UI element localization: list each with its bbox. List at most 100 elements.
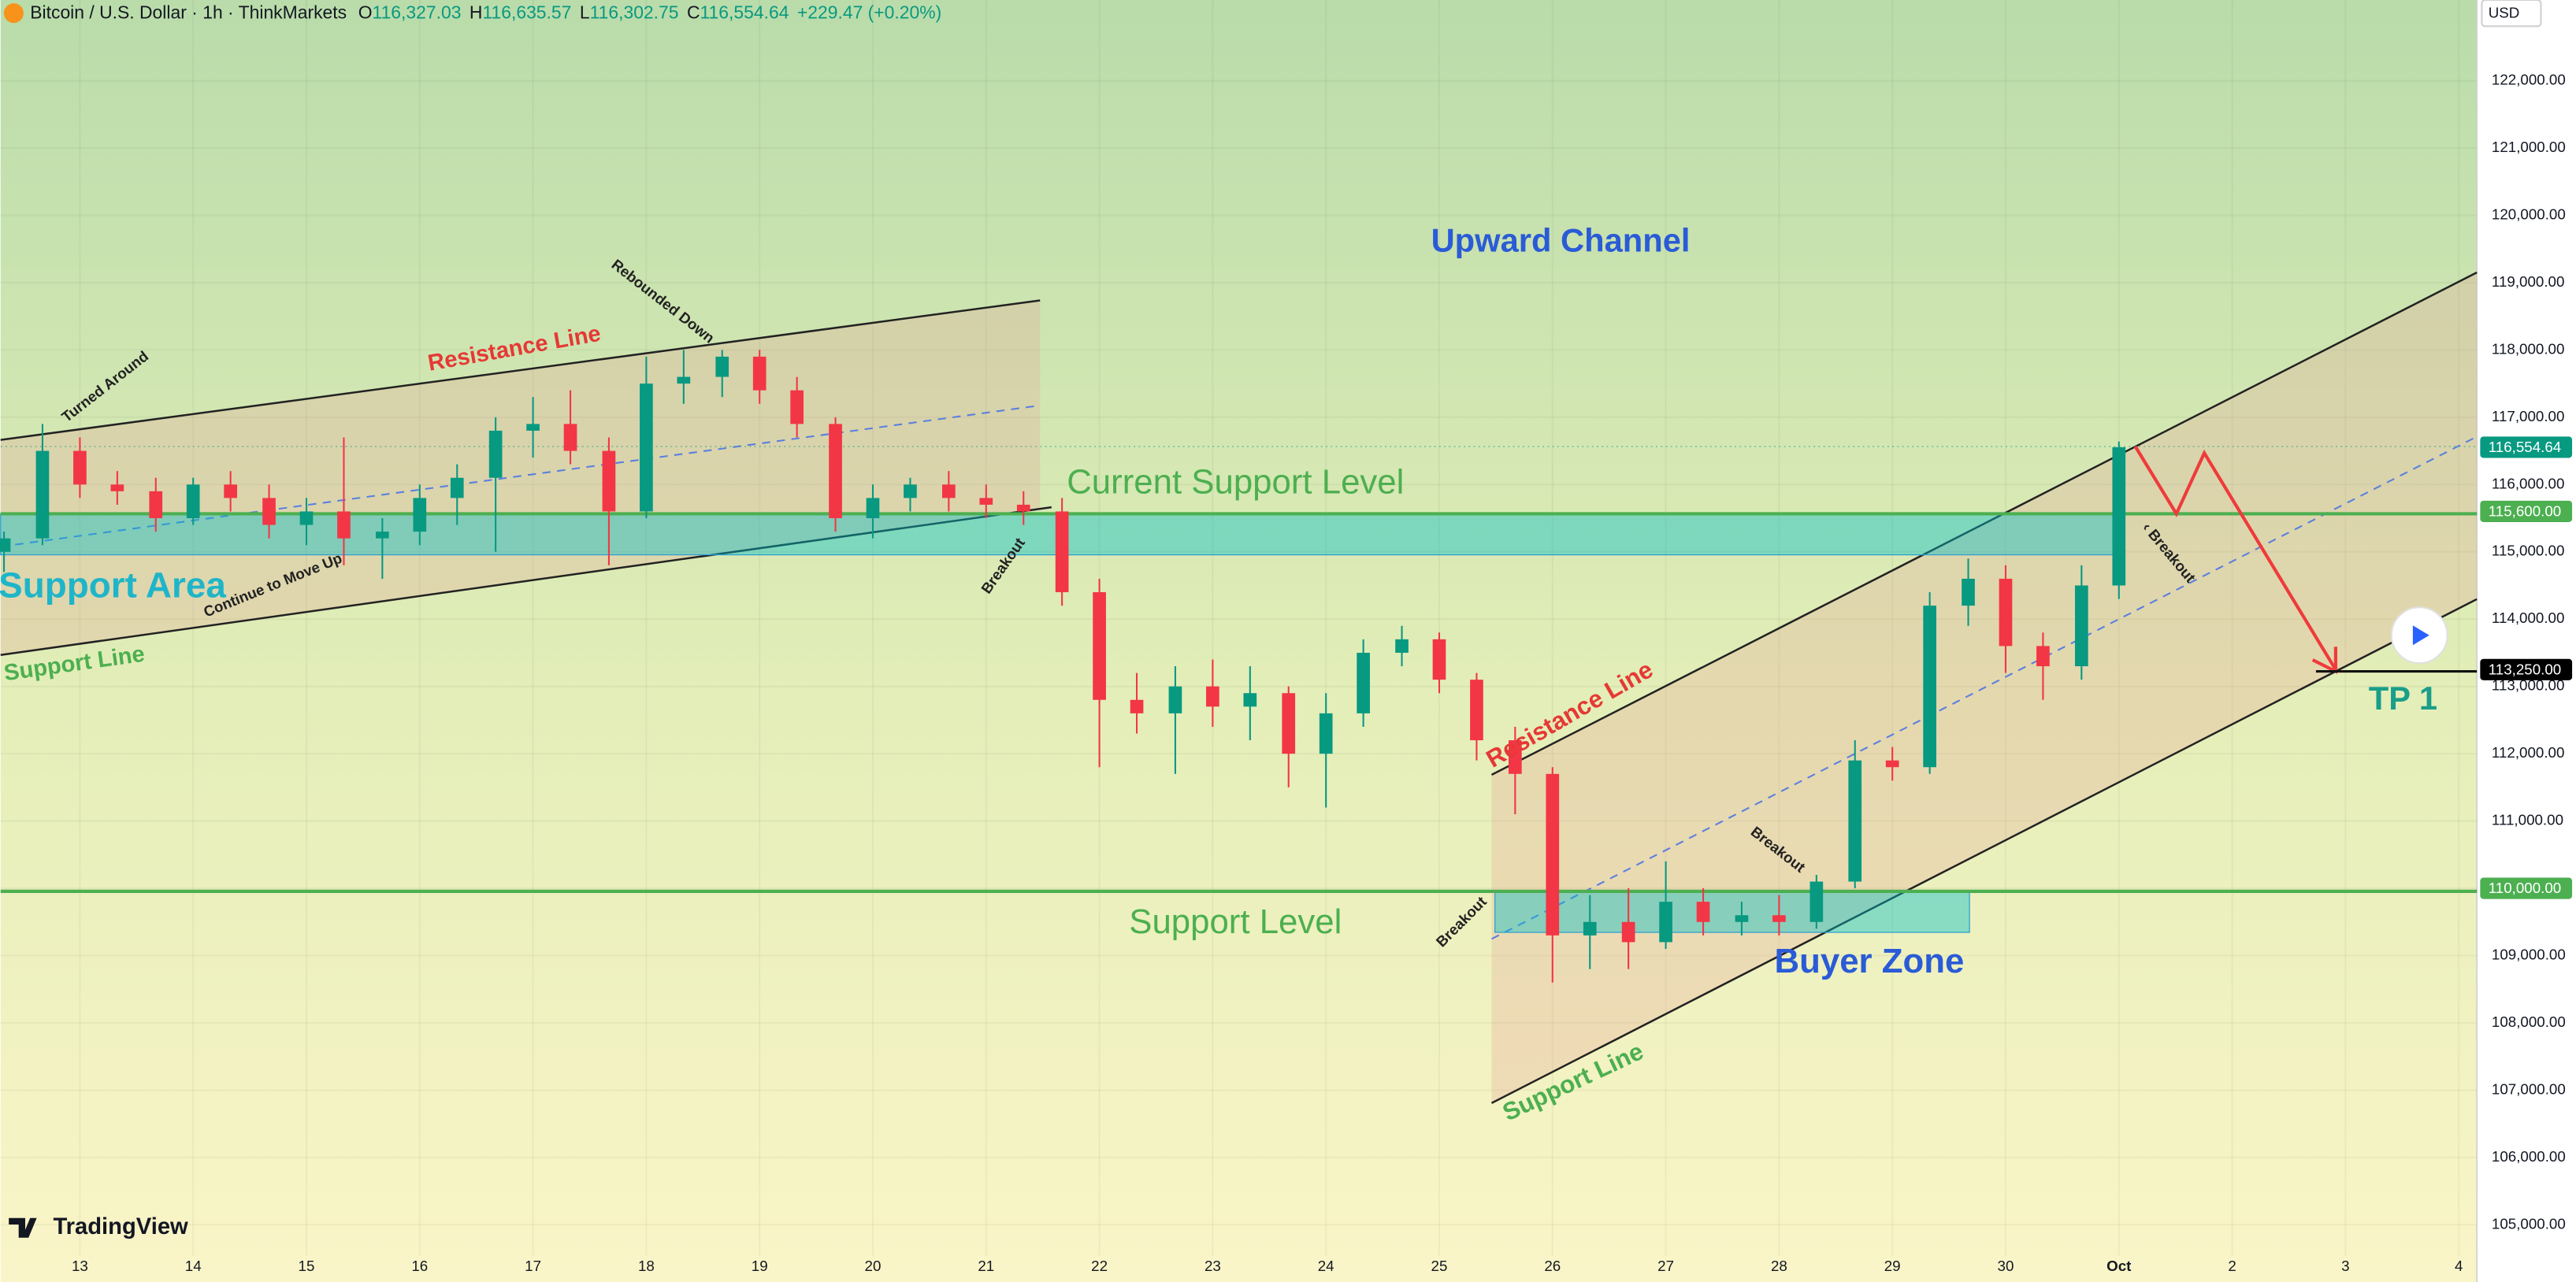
y-tick-label: 108,000.00: [2492, 1013, 2566, 1030]
candle-body: [299, 511, 314, 525]
price-tag: [2480, 500, 2573, 523]
bitcoin-icon: [3, 3, 24, 24]
annotation: Support Area: [0, 564, 226, 605]
annotation: Buyer Zone: [1775, 942, 1965, 980]
change: +229.47 (+0.20%): [797, 2, 941, 23]
candle-body: [1395, 639, 1409, 653]
currency: USD: [2489, 5, 2520, 21]
price-tag: [2480, 436, 2573, 458]
value: 116,554.64: [700, 2, 789, 23]
x-tick-label: 20: [865, 1258, 882, 1274]
candle-body: [1735, 915, 1749, 922]
value: 116,635.57: [482, 2, 571, 23]
annotation: Upward Channel: [1431, 222, 1691, 259]
play-icon: [2412, 625, 2429, 646]
candle-body: [866, 498, 880, 519]
x-tick-label: 29: [1884, 1258, 1901, 1274]
y-tick-label: 107,000.00: [2492, 1080, 2566, 1097]
candle-body: [224, 484, 237, 498]
candle-body: [677, 376, 691, 384]
x-tick-label: 22: [1091, 1258, 1108, 1274]
candle-body: [1470, 680, 1483, 741]
currency-box[interactable]: [2481, 0, 2542, 28]
x-tick-label: 14: [185, 1258, 202, 1274]
projection-path: [2133, 445, 2337, 671]
x-tick-label: 19: [752, 1258, 768, 1274]
candle-body: [1546, 773, 1560, 936]
candle-body: [73, 450, 87, 485]
price-tag-label: 115,600.00: [2489, 502, 2561, 519]
price-axis-background: [2477, 0, 2576, 1282]
candle-body: [0, 538, 11, 552]
candle-body: [1130, 699, 1144, 713]
annotation: Current Support Level: [1067, 462, 1404, 501]
y-tick-label: 118,000.00: [2492, 340, 2564, 357]
y-tick-label: 111,000.00: [2492, 812, 2563, 828]
x-tick-label: 23: [1204, 1258, 1221, 1274]
label: L: [580, 2, 590, 23]
x-tick-label: 18: [638, 1258, 655, 1274]
x-tick-label: Oct: [2106, 1258, 2132, 1274]
candle-body: [1093, 592, 1106, 700]
candle-body: [450, 477, 464, 498]
y-tick-label: 116,000.00: [2492, 475, 2564, 491]
candle-body: [640, 383, 653, 512]
y-tick-label: 109,000.00: [2492, 946, 2566, 962]
price-tag: [2480, 658, 2573, 680]
candle-body: [790, 390, 804, 424]
candles: [0, 350, 2126, 983]
candle-body: [829, 424, 842, 519]
y-tick-label: 117,000.00: [2492, 408, 2564, 424]
x-tick-label: 28: [1771, 1258, 1787, 1274]
x-tick-label: 4: [2455, 1258, 2463, 1274]
x-tick-label: 21: [978, 1258, 994, 1274]
brand-logo: [9, 1217, 37, 1238]
candle-body: [337, 511, 351, 539]
candle-body: [376, 532, 389, 539]
brand: TradingView: [53, 1214, 188, 1239]
candle-body: [1772, 915, 1786, 922]
candle-body: [149, 491, 163, 519]
candle-body: [752, 356, 766, 391]
left-channel-mid: [0, 404, 1041, 548]
candle-body: [1319, 713, 1333, 754]
candle-body: [413, 498, 427, 532]
x-tick-label: 16: [411, 1258, 428, 1274]
y-tick-label: 119,000.00: [2492, 273, 2564, 290]
candle-body: [1016, 504, 1030, 512]
candle-body: [563, 424, 577, 451]
candle-body: [1923, 606, 1936, 768]
x-tick-label: 27: [1657, 1258, 1674, 1274]
x-tick-label: 17: [525, 1258, 541, 1274]
y-tick-label: 114,000.00: [2492, 610, 2564, 626]
symbol: Bitcoin / U.S. Dollar · 1h · ThinkMarket…: [30, 2, 347, 23]
candle-body: [1621, 921, 1635, 943]
y-tick-label: 106,000.00: [2492, 1148, 2566, 1165]
candle-body: [2074, 585, 2088, 667]
y-tick-label: 122,000.00: [2492, 72, 2566, 88]
candle-body: [1962, 578, 1975, 606]
candle-body: [2036, 646, 2050, 667]
price-tag: [2480, 877, 2573, 899]
price-tag-label: 113,250.00: [2489, 661, 2561, 677]
x-tick-label: 2: [2228, 1258, 2236, 1274]
price-tag-label: 116,554.64: [2489, 439, 2561, 455]
candle-body: [2112, 446, 2126, 586]
candle-body: [1659, 902, 1672, 943]
candle-body: [526, 424, 540, 431]
label: C: [687, 2, 700, 23]
candle-body: [979, 498, 993, 505]
candle-body: [715, 356, 729, 377]
y-tick-label: 105,000.00: [2492, 1215, 2566, 1232]
annotation: TP 1: [2369, 680, 2437, 717]
left-channel-bottom: [0, 506, 1052, 656]
x-tick-label: 26: [1544, 1258, 1561, 1274]
price-tag-label: 110,000.00: [2489, 880, 2561, 896]
candle-body: [904, 484, 917, 498]
y-tick-label: 112,000.00: [2492, 744, 2564, 761]
candle-body: [488, 430, 503, 478]
right-channel-mid: [1491, 435, 2478, 940]
candle-body: [1168, 686, 1182, 713]
grid: [0, 0, 2478, 1256]
